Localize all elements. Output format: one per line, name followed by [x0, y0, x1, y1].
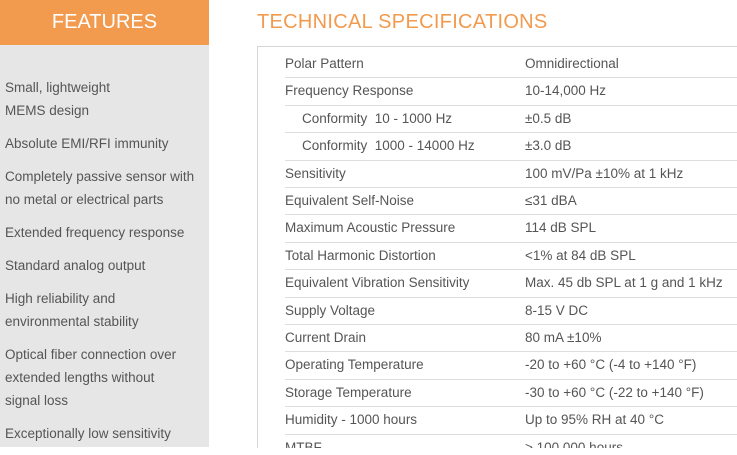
- spec-value: -30 to +60 °C (-22 to +140 °F): [525, 384, 704, 400]
- feature-line: Extended frequency response: [5, 225, 185, 240]
- feature-item: Completely passive sensor with no metal o…: [5, 165, 205, 211]
- feature-line: Exceptionally low sensitivity: [5, 426, 171, 441]
- spec-value: 8-15 V DC: [525, 302, 589, 318]
- spec-row: Current Drain 80 mA ±10%: [285, 324, 737, 353]
- spec-value: 114 dB SPL: [525, 220, 597, 236]
- feature-item: Optical fiber connection over extended le…: [5, 343, 205, 412]
- spec-row: Conformity 1000 - 14000 Hz ±3.0 dB: [285, 132, 737, 161]
- spec-value: Max. 45 db SPL at 1 g and 1 kHz: [525, 275, 723, 291]
- spec-row: Humidity - 1000 hours Up to 95% RH at 40 …: [285, 406, 737, 435]
- feature-line: Optical fiber connection over: [5, 347, 177, 362]
- spec-row: Operating Temperature -20 to +60 °C (-4 t…: [285, 351, 737, 380]
- specs-title: TECHNICAL SPECIFICATIONS: [257, 11, 548, 33]
- feature-line: Standard analog output: [5, 258, 146, 273]
- feature-item: Exceptionally low sensitivity: [5, 422, 205, 445]
- spec-name: Maximum Acoustic Pressure: [285, 220, 456, 236]
- features-title: FEATURES: [0, 0, 209, 45]
- feature-item: Extended frequency response: [5, 221, 205, 244]
- spec-name: Supply Voltage: [285, 302, 376, 318]
- spec-value: 100 mV/Pa ±10% at 1 kHz: [525, 165, 684, 181]
- spec-value: 80 mA ±10%: [525, 330, 602, 345]
- feature-item: Absolute EMI/RFI immunity: [5, 132, 205, 155]
- feature-line: Small, lightweight: [5, 80, 111, 95]
- spec-name: Conformity 1000 - 14000 Hz: [302, 138, 475, 154]
- spec-row: Sensitivity 100 mV/Pa ±10% at 1 kHz: [285, 160, 737, 188]
- spec-name: Equivalent Self-Noise: [285, 193, 415, 208]
- features-list: Small, lightweight MEMS design Absolute EM…: [5, 76, 205, 455]
- feature-item: High reliability and environmental stabil…: [5, 287, 205, 333]
- spec-value: ≤31 dBA: [525, 193, 577, 208]
- spec-name: Frequency Response: [285, 83, 414, 99]
- spec-value: <1% at 84 dB SPL: [525, 247, 636, 263]
- spec-name: Conformity 10 - 1000 Hz: [302, 110, 453, 126]
- spec-row: Maximum Acoustic Pressure 114 dB SPL: [285, 214, 737, 243]
- spec-name: Polar Pattern: [285, 56, 364, 71]
- spec-name: Humidity - 1000 hours: [285, 412, 418, 428]
- spec-row: Polar Pattern Omnidirectional: [285, 50, 737, 79]
- spec-row: MTBF > 100,000 hours: [285, 434, 737, 448]
- feature-item: Standard analog output: [5, 254, 205, 277]
- spec-row: Storage Temperature -30 to +60 °C (-22 to…: [285, 379, 737, 408]
- spec-value: ±0.5 dB: [525, 110, 572, 126]
- feature-line: extended lengths without: [5, 370, 155, 385]
- spec-value: 10-14,000 Hz: [525, 83, 607, 99]
- spec-name: Storage Temperature: [285, 384, 412, 400]
- spec-row: Equivalent Self-Noise ≤31 dBA: [285, 187, 737, 216]
- spec-name: MTBF: [285, 439, 322, 448]
- feature-line: High reliability and: [5, 291, 116, 306]
- spec-row: Total Harmonic Distortion <1% at 84 dB SP…: [285, 242, 737, 271]
- spec-row: Supply Voltage 8-15 V DC: [285, 297, 737, 325]
- specs-table: Polar Pattern Omnidirectional Frequency Re…: [257, 46, 737, 448]
- spec-value: ±3.0 dB: [525, 138, 572, 154]
- feature-line: signal loss: [5, 393, 69, 408]
- spec-row: Frequency Response 10-14,000 Hz: [285, 77, 737, 106]
- spec-value: -20 to +60 °C (-4 to +140 °F): [525, 357, 697, 373]
- feature-line: Absolute EMI/RFI immunity: [5, 136, 169, 151]
- spec-row: Equivalent Vibration Sensitivity Max. 45 …: [285, 269, 737, 298]
- feature-item: Small, lightweight MEMS design: [5, 76, 205, 122]
- features-panel: FEATURES Small, lightweight MEMS design Ab…: [0, 0, 209, 447]
- spec-name: Sensitivity: [285, 165, 346, 181]
- feature-line: MEMS design: [5, 103, 90, 118]
- spec-name: Operating Temperature: [285, 357, 424, 373]
- spec-name: Total Harmonic Distortion: [285, 247, 436, 263]
- spec-name: Current Drain: [285, 330, 367, 345]
- spec-value: > 100,000 hours: [525, 439, 623, 448]
- spec-row: Conformity 10 - 1000 Hz ±0.5 dB: [285, 105, 737, 134]
- feature-line: Completely passive sensor with: [5, 169, 195, 184]
- feature-line: environmental stability: [5, 314, 139, 329]
- spec-name: Equivalent Vibration Sensitivity: [285, 275, 470, 291]
- spec-value: Omnidirectional: [525, 56, 619, 71]
- feature-line: no metal or electrical parts: [5, 192, 164, 207]
- spec-value: Up to 95% RH at 40 °C: [525, 412, 664, 428]
